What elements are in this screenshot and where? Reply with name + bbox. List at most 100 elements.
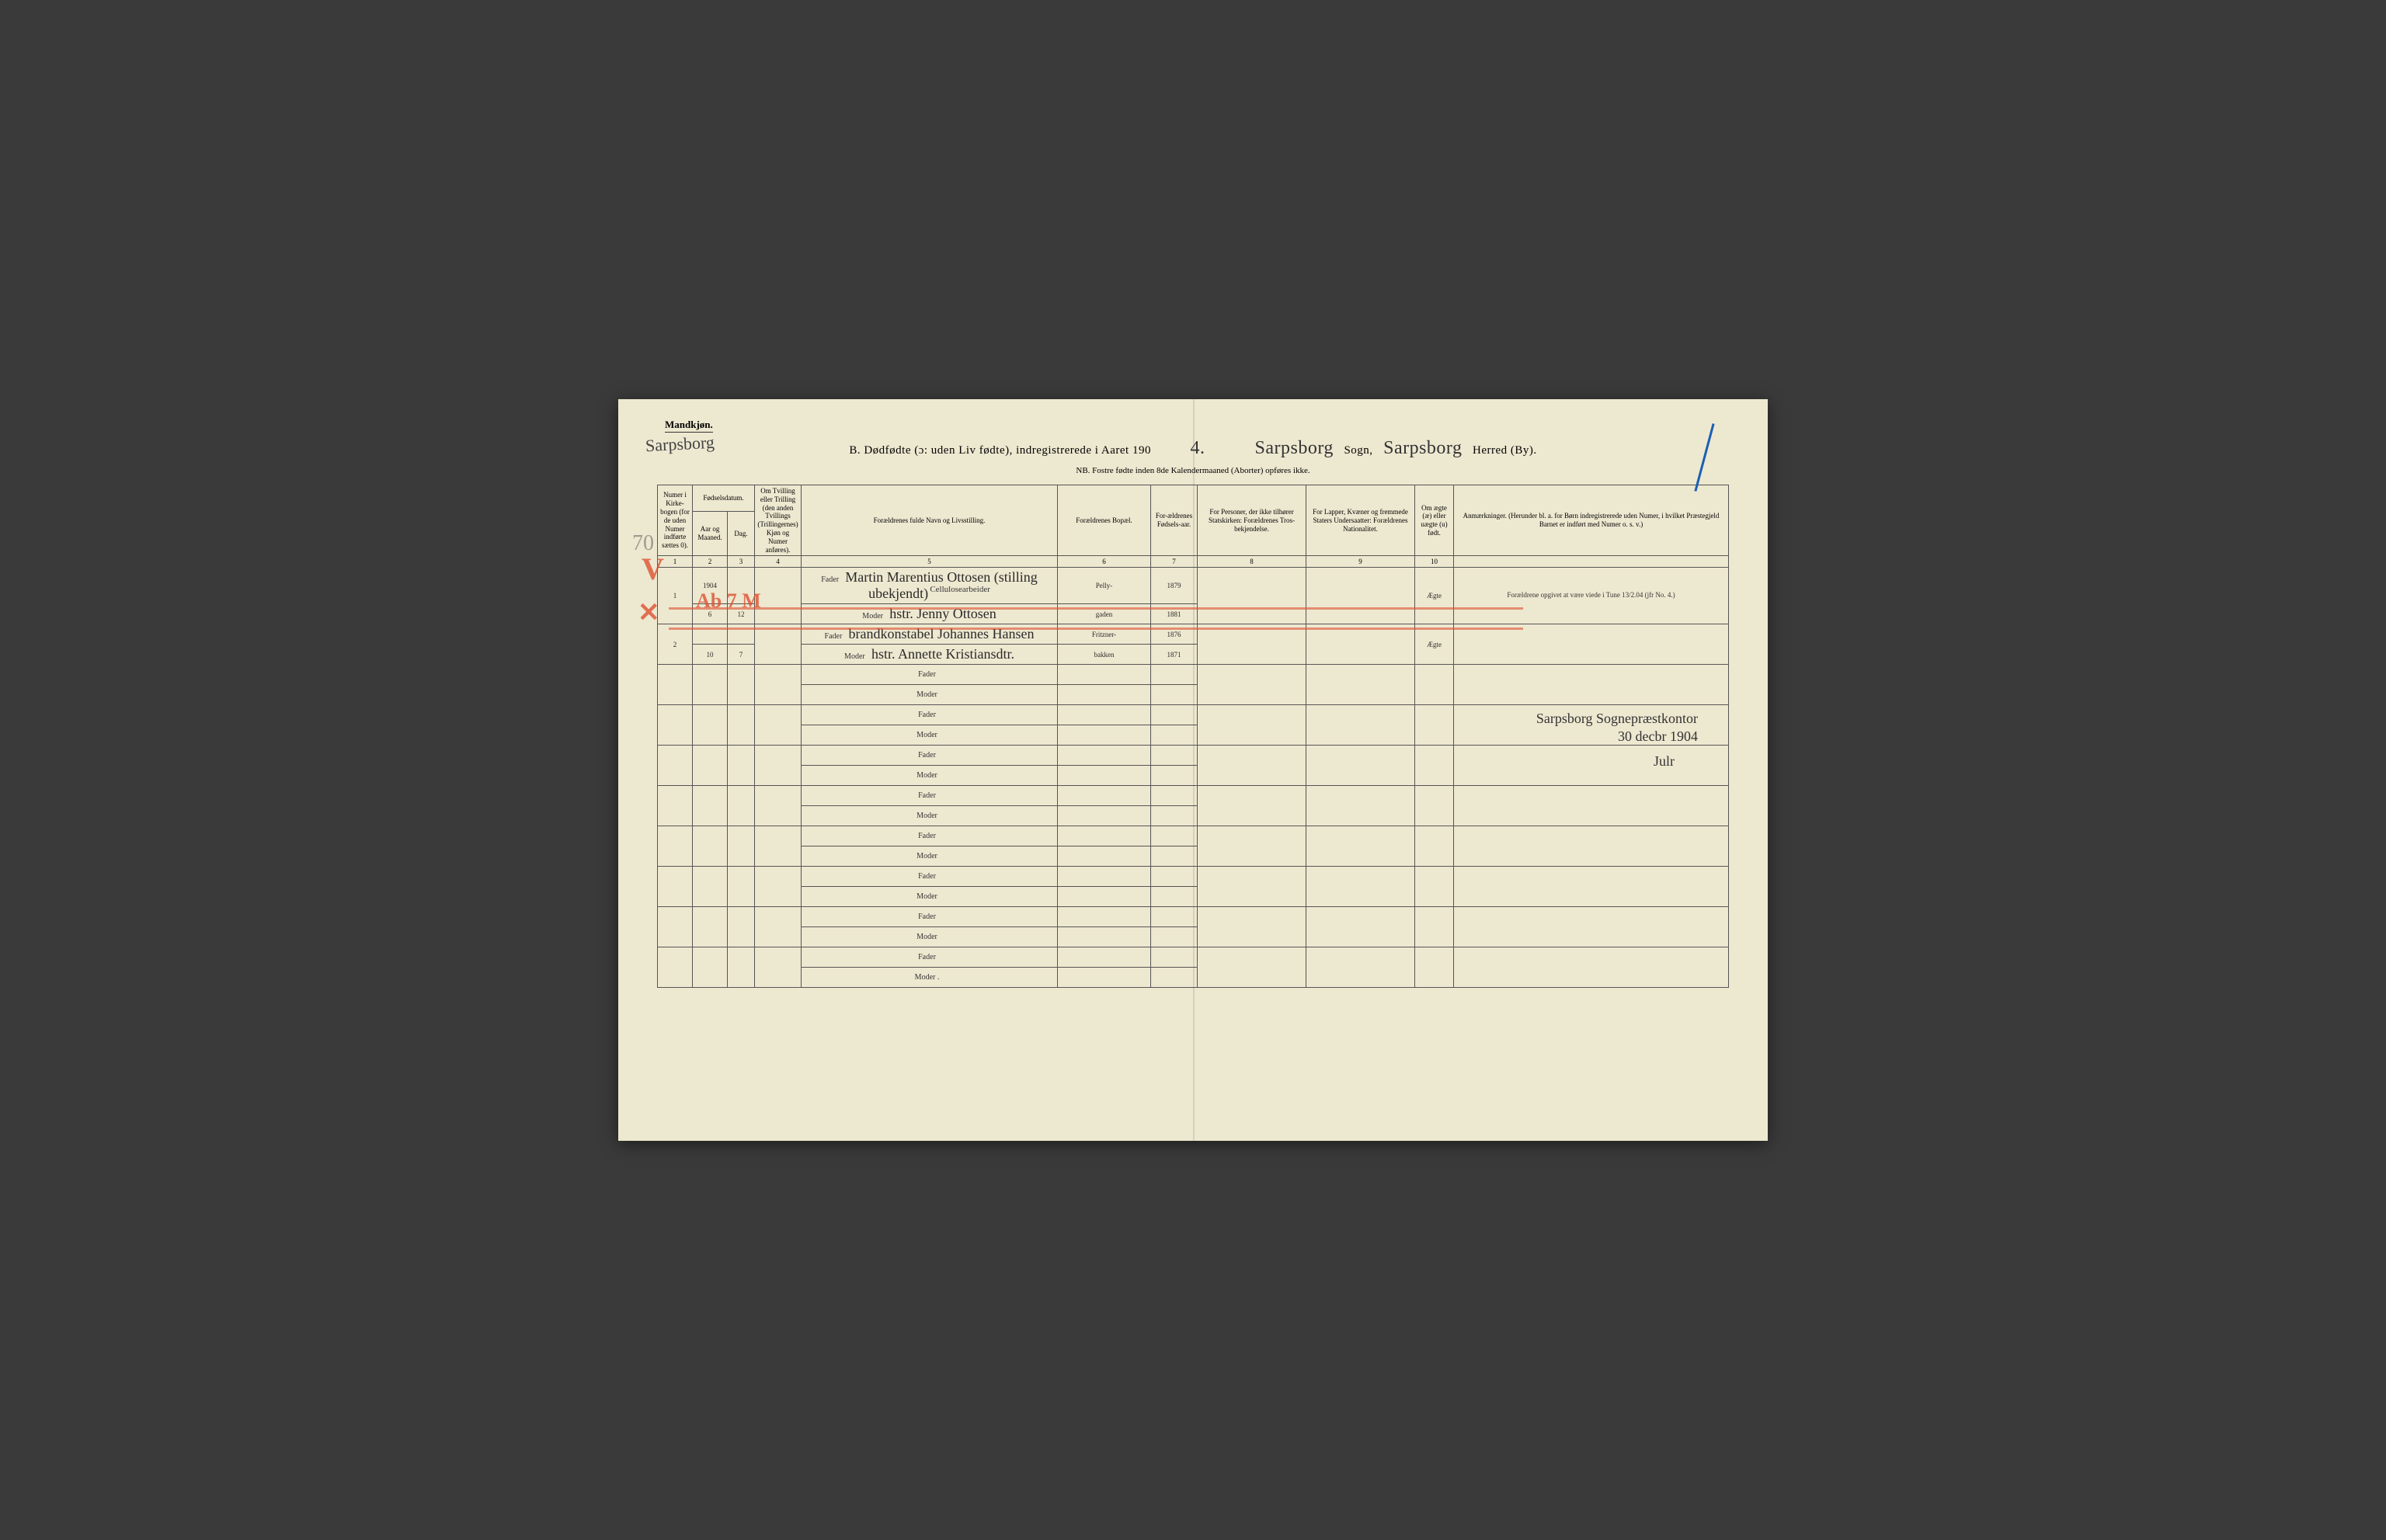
entry-fader-name: Fader xyxy=(802,826,1058,846)
entry-month xyxy=(693,746,728,786)
colnum-7: 7 xyxy=(1151,556,1198,568)
entry-tros xyxy=(1198,907,1306,947)
subtitle-note: NB. Fostre fødte inden 8de Kalendermaane… xyxy=(657,466,1729,475)
entry-number xyxy=(658,947,693,988)
entry-year xyxy=(693,624,728,645)
entry-twin xyxy=(755,705,802,746)
colnum-2: 2 xyxy=(693,556,728,568)
entry-bopael-m xyxy=(1058,968,1151,988)
entry-note xyxy=(1454,826,1729,867)
entry-moder-name: Moder xyxy=(802,806,1058,826)
entry-moder-name: Moder xyxy=(802,846,1058,867)
entry-faar-m xyxy=(1151,766,1198,786)
entry-day xyxy=(728,665,755,705)
col-2a-header: Aar og Maaned. xyxy=(693,512,728,556)
colnum-4: 4 xyxy=(755,556,802,568)
entry-bopael-f xyxy=(1058,786,1151,806)
entry-faar-f xyxy=(1151,947,1198,968)
entry-twin xyxy=(755,746,802,786)
entry-bopael-f xyxy=(1058,947,1151,968)
entry-number xyxy=(658,705,693,746)
table-row: 11904Fader Martin Marentius Ottosen (sti… xyxy=(658,568,1729,604)
entry-number xyxy=(658,867,693,907)
title-district: Sarpsborg xyxy=(1376,438,1470,460)
entry-bopael-m xyxy=(1058,806,1151,826)
entry-tros xyxy=(1198,624,1306,665)
entry-moder-name: Moder hstr. Annette Kristiansdtr. xyxy=(802,645,1058,665)
entry-aegte: Ægte xyxy=(1415,624,1454,665)
col-10-header: Om ægte (æ) eller uægte (u) født. xyxy=(1415,485,1454,556)
entry-month xyxy=(693,705,728,746)
entry-aegte xyxy=(1415,705,1454,746)
entry-aegte xyxy=(1415,867,1454,907)
entry-bopael-f: Pelly- xyxy=(1058,568,1151,604)
entry-day xyxy=(728,947,755,988)
colnum-3: 3 xyxy=(728,556,755,568)
entry-faar-f xyxy=(1151,786,1198,806)
title-prefix: B. Dødfødte (ɔ: uden Liv fødte), indregi… xyxy=(849,444,1151,457)
entry-month xyxy=(693,665,728,705)
entry-nat xyxy=(1306,746,1415,786)
title-year: 4. xyxy=(1151,438,1244,460)
entry-day xyxy=(728,705,755,746)
entry-fader-name: Fader xyxy=(802,907,1058,927)
entry-tros xyxy=(1198,568,1306,624)
colnum-9: 9 xyxy=(1306,556,1415,568)
entry-bopael-f xyxy=(1058,665,1151,685)
entry-tros xyxy=(1198,826,1306,867)
title-parish: Sarpsborg xyxy=(1247,438,1341,460)
entry-note: Forældrene opgivet at være viede i Tune … xyxy=(1454,568,1729,624)
entry-bopael-f xyxy=(1058,705,1151,725)
entry-note xyxy=(1454,867,1729,907)
entry-note xyxy=(1454,665,1729,705)
entry-note xyxy=(1454,746,1729,786)
entry-moder-name: Moder xyxy=(802,685,1058,705)
table-row: 2Fader brandkonstabel Johannes HansenFri… xyxy=(658,624,1729,645)
table-row: Fader xyxy=(658,665,1729,685)
entry-faar-m xyxy=(1151,846,1198,867)
label-herred: Herred (By). xyxy=(1473,444,1537,457)
entry-fader-name: Fader xyxy=(802,746,1058,766)
entry-aegte xyxy=(1415,947,1454,988)
col-9-header: For Lapper, Kvæner og fremmede Staters U… xyxy=(1306,485,1415,556)
entry-month xyxy=(693,786,728,826)
entry-day xyxy=(728,867,755,907)
entry-bopael-m xyxy=(1058,927,1151,947)
registrar-initials: Julr xyxy=(1654,753,1675,770)
entry-nat xyxy=(1306,705,1415,746)
label-sogn: Sogn, xyxy=(1344,444,1372,457)
table-body: 11904Fader Martin Marentius Ottosen (sti… xyxy=(658,568,1729,988)
entry-bopael-f: Fritzner- xyxy=(1058,624,1151,645)
entry-tros xyxy=(1198,867,1306,907)
entry-faar-m xyxy=(1151,927,1198,947)
entry-twin xyxy=(755,826,802,867)
entry-twin xyxy=(755,907,802,947)
column-number-row: 1 2 3 4 5 6 7 8 9 10 xyxy=(658,556,1729,568)
entry-number xyxy=(658,826,693,867)
entry-faar-f xyxy=(1151,907,1198,927)
entry-faar-f xyxy=(1151,867,1198,887)
entry-note xyxy=(1454,947,1729,988)
table-row: Fader xyxy=(658,786,1729,806)
colnum-10: 10 xyxy=(1415,556,1454,568)
entry-nat xyxy=(1306,826,1415,867)
gender-label: Mandkjøn. xyxy=(665,419,713,433)
entry-faar-m xyxy=(1151,685,1198,705)
table-header: Numer i Kirke-bogen (for de uden Numer i… xyxy=(658,485,1729,568)
entry-nat xyxy=(1306,624,1415,665)
table-row: Fader xyxy=(658,746,1729,766)
entry-number xyxy=(658,665,693,705)
entry-moder-name: Moder xyxy=(802,887,1058,907)
table-row: Fader xyxy=(658,826,1729,846)
colnum-6: 6 xyxy=(1058,556,1151,568)
entry-fader-name: Fader xyxy=(802,705,1058,725)
col-11-header: Anmærkninger. (Herunder bl. a. for Børn … xyxy=(1454,485,1729,556)
entry-aegte xyxy=(1415,786,1454,826)
entry-day: 7 xyxy=(728,645,755,665)
entry-bopael-m xyxy=(1058,887,1151,907)
entry-number xyxy=(658,786,693,826)
corner-parish-hw: Sarpsborg xyxy=(645,433,715,457)
entry-bopael-f xyxy=(1058,907,1151,927)
entry-tros xyxy=(1198,786,1306,826)
entry-fader-name: Fader xyxy=(802,786,1058,806)
